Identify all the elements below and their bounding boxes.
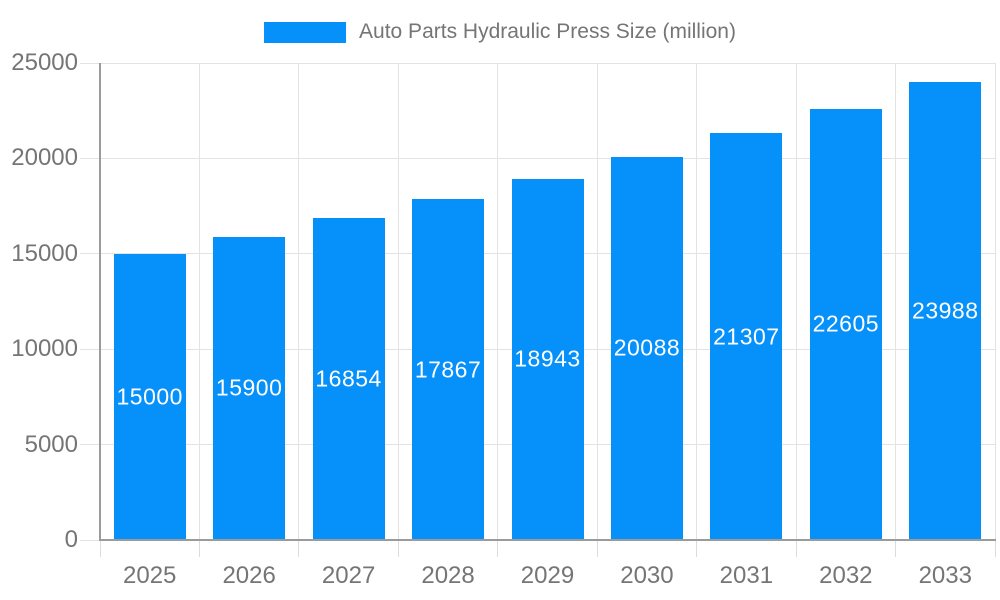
chart-legend: Auto Parts Hydraulic Press Size (million… [264,20,736,44]
y-tick-label: 5000 [24,430,78,458]
bar: 17867 [412,199,485,540]
bar: 15900 [213,236,286,540]
x-gridline [895,63,897,540]
bar: 20088 [610,156,683,540]
x-tick-label: 2028 [421,562,475,589]
x-tick-label: 2025 [123,562,177,589]
bar-value-label: 15000 [116,383,183,410]
bar-value-label: 18943 [514,345,581,372]
y-tick-label: 15000 [11,239,78,267]
bar-value-label: 21307 [713,323,780,350]
y-tick-label: 10000 [11,335,78,363]
y-tick-label: 0 [64,526,78,553]
x-gridline [795,63,797,540]
x-axis-tick [696,540,698,557]
x-tick-label: 2032 [819,562,873,589]
x-gridline [696,63,698,540]
x-gridline [497,63,499,540]
x-tick-label: 2031 [719,562,774,589]
bar-value-label: 23988 [912,297,979,324]
legend-swatch [264,21,347,43]
x-gridline [397,63,399,540]
x-gridline [994,63,996,540]
bar: 15000 [113,253,186,540]
x-tick-label: 2033 [918,562,972,589]
x-axis-tick [994,540,996,557]
x-axis-tick [895,540,897,557]
bar: 21307 [710,133,783,540]
y-axis-line [99,63,101,541]
legend-label: Auto Parts Hydraulic Press Size (million… [359,20,736,43]
x-axis-tick [795,540,797,557]
x-axis-tick [198,540,200,557]
plot-area: 15000 15900 16854 17867 18943 20088 21307 22605… [100,62,996,540]
x-tick-label: 2027 [321,562,376,589]
bar: 22605 [809,108,882,540]
bar-value-label: 22605 [812,310,880,337]
x-axis-tick [99,540,101,557]
y-tick-label: 25000 [11,49,78,76]
y-axis-tick [80,539,100,541]
y-axis-tick [80,444,100,446]
y-axis-tick [80,157,100,159]
x-axis-tick [497,540,499,557]
x-gridline [596,63,598,540]
x-gridline [298,63,300,540]
bar-value-label: 16854 [315,365,382,392]
bar-value-label: 20088 [613,334,681,361]
x-tick-label: 2030 [620,562,674,589]
x-tick-label: 2026 [222,562,276,589]
y-axis-tick [80,348,100,350]
y-axis-tick [80,253,100,255]
x-axis-tick [397,540,399,557]
bar: 23988 [909,82,982,540]
bar-value-label: 17867 [414,356,482,383]
y-gridline [100,62,995,64]
x-axis-line [99,539,996,541]
bar: 18943 [511,178,584,540]
y-tick-label: 20000 [11,144,78,172]
x-tick-label: 2029 [520,562,575,589]
y-axis-tick [80,62,100,64]
bar: 16854 [312,218,385,540]
bar-value-label: 15900 [215,374,283,401]
y-gridline [100,157,995,159]
x-axis-tick [596,540,598,557]
x-gridline [198,63,200,540]
x-axis-tick [298,540,300,557]
